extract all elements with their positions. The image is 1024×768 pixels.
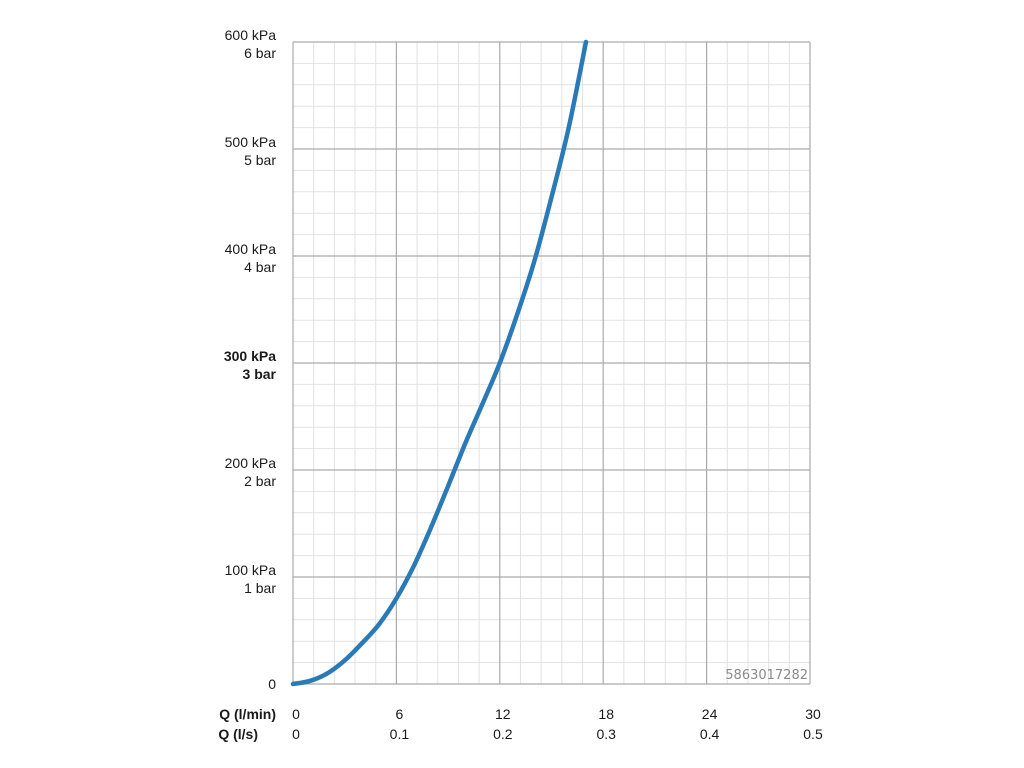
y-tick-label-bar: 5 bar [244,152,276,168]
y-tick-label-kpa: 400 kPa [225,241,277,257]
y-tick-label-bar: 1 bar [244,580,276,596]
x-tick-label-lmin: 24 [702,706,718,722]
y-tick-label-kpa: 500 kPa [225,134,277,150]
x-tick-label-ls: 0.4 [700,726,720,742]
x-tick-label-lmin: 18 [598,706,614,722]
x-tick-label-lmin: 30 [805,706,821,722]
x-axis-labels: 0 0 6 0.1 12 0.2 18 0.3 24 0.4 30 0.5 [292,706,823,742]
series-layer [290,39,589,687]
y-tick-label-kpa: 300 kPa [224,348,276,364]
x-tick-label-ls: 0.3 [596,726,616,742]
pressure-curve-line [290,39,589,687]
major-grid [292,41,811,685]
x-tick-label-ls: 0.2 [493,726,513,742]
y-axis-labels: 0 100 kPa 1 bar 200 kPa 2 bar 300 kPa 3 bar 400… [224,27,277,692]
y-tick-label-bar: 3 bar [243,366,277,382]
product-code: 5863017282 [725,668,808,683]
x-axis-title-ls: Q (l/s) [218,726,258,742]
x-axis-title-lmin: Q (l/min) [219,706,276,722]
x-tick-label-lmin: 12 [495,706,511,722]
x-tick-label-lmin: 6 [396,706,404,722]
y-tick-label-bar: 4 bar [244,259,276,275]
y-tick-label-kpa: 600 kPa [225,27,277,43]
x-tick-label-ls: 0 [292,726,300,742]
x-tick-label-ls: 0.1 [390,726,410,742]
y-tick-label-kpa: 100 kPa [225,562,277,578]
x-tick-label-ls: 0.5 [803,726,823,742]
y-tick-label-bar: 6 bar [244,45,276,61]
x-tick-label-lmin: 0 [292,706,300,722]
y-tick-label-kpa: 200 kPa [225,455,277,471]
y-tick-label-bar: 2 bar [244,473,276,489]
y-tick-label-kpa: 0 [268,676,276,692]
